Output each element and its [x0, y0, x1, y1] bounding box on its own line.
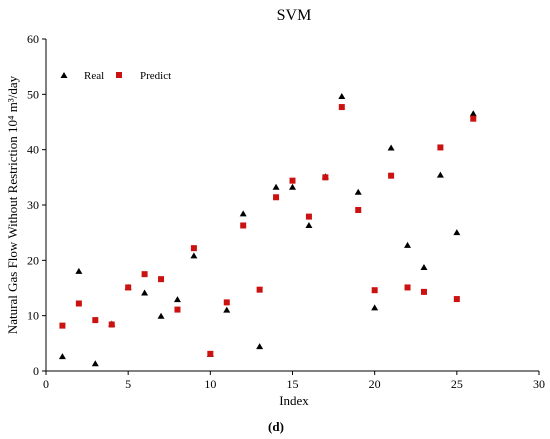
real-point: [387, 144, 395, 151]
x-tick-label: 5: [125, 377, 131, 391]
predict-point: [453, 296, 460, 303]
real-point: [157, 312, 165, 319]
y-tick-label: 40: [27, 143, 39, 157]
predict-point: [437, 144, 444, 151]
ticks: 0 5 10 15 20 25 30 0 10 20 30 40 50 60: [27, 32, 545, 391]
real-point: [256, 343, 264, 350]
predict-point: [256, 286, 263, 293]
predict-point: [59, 322, 66, 329]
y-tick-label: 50: [27, 87, 39, 101]
predict-point: [141, 271, 148, 278]
predict-point: [223, 299, 230, 306]
predict-point: [289, 177, 296, 184]
legend-predict-label: Predict: [140, 70, 171, 82]
x-tick-label: 25: [451, 377, 463, 391]
predict-point: [322, 174, 329, 181]
x-tick-label: 30: [533, 377, 545, 391]
figure-caption: (d): [268, 419, 284, 434]
predict-point: [92, 317, 99, 324]
real-point: [173, 296, 181, 303]
real-point: [58, 353, 66, 360]
real-point: [289, 183, 296, 190]
predict-point: [273, 194, 280, 201]
predict-point: [338, 104, 345, 111]
real-point: [354, 188, 362, 195]
real-point: [223, 306, 231, 313]
x-axis-title: Index: [279, 393, 309, 408]
real-point: [141, 289, 149, 296]
predict-point: [174, 306, 181, 313]
real-point: [436, 171, 444, 178]
legend-real-label: Real: [84, 70, 104, 82]
y-tick-label: 20: [27, 253, 39, 267]
real-point: [453, 229, 461, 236]
predict-point: [240, 222, 247, 229]
predict-point: [470, 115, 477, 122]
data-points: [58, 93, 477, 367]
real-point: [404, 241, 412, 248]
real-point: [272, 183, 280, 190]
predict-point: [158, 276, 165, 283]
real-point: [420, 264, 428, 271]
real-point: [469, 110, 477, 117]
legend-predict-marker: [116, 72, 122, 78]
predict-point: [388, 172, 395, 179]
x-tick-label: 0: [43, 377, 49, 391]
y-tick-label: 30: [27, 198, 39, 212]
axes: [45, 39, 539, 372]
predict-point: [75, 300, 82, 307]
real-point: [91, 360, 99, 367]
legend: Real Predict: [60, 70, 171, 82]
x-tick-label: 10: [204, 377, 216, 391]
predict-point: [371, 287, 378, 294]
real-point: [239, 210, 247, 217]
y-tick-label: 60: [27, 32, 39, 46]
real-point: [305, 221, 313, 228]
predict-point: [207, 350, 214, 357]
predict-point: [420, 288, 427, 295]
real-point: [338, 93, 346, 100]
y-tick-label: 0: [33, 364, 39, 378]
predict-point: [108, 321, 115, 328]
x-tick-label: 15: [287, 377, 299, 391]
x-tick-label: 20: [369, 377, 381, 391]
real-point: [75, 267, 83, 274]
predict-point: [125, 284, 132, 291]
predict-point: [305, 213, 312, 220]
y-axis-title: Natural Gas Flow Without Restriction 10⁴…: [5, 75, 20, 334]
real-point: [371, 304, 379, 311]
predict-point: [355, 206, 362, 213]
chart-title: SVM: [277, 7, 312, 24]
predict-point: [190, 245, 197, 252]
real-point: [190, 252, 198, 259]
predict-point: [404, 284, 411, 291]
y-tick-label: 10: [27, 309, 39, 323]
legend-real-marker: [60, 72, 68, 78]
